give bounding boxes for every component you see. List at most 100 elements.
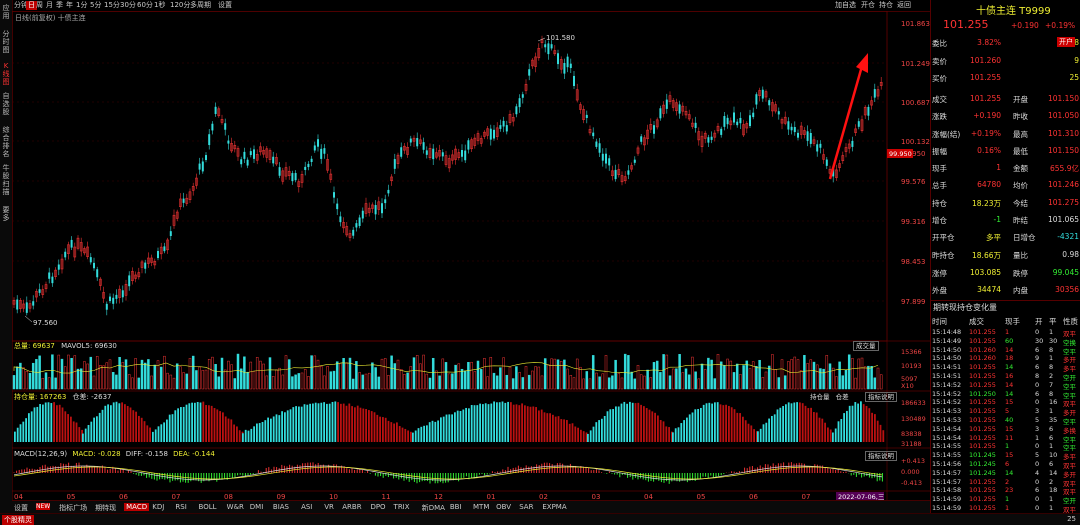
volume-bar bbox=[259, 360, 262, 390]
candle-up bbox=[483, 131, 486, 137]
period-tab-2[interactable]: 周 bbox=[36, 1, 43, 9]
oi-bar bbox=[194, 402, 196, 442]
volume-bar bbox=[265, 375, 269, 390]
toolbar-right-1[interactable]: 开仓 bbox=[861, 1, 875, 9]
candle-up bbox=[662, 104, 665, 114]
oi-bar bbox=[840, 419, 843, 442]
oi-explain-button[interactable]: 指标说明 bbox=[865, 391, 897, 402]
candle-up bbox=[12, 299, 16, 305]
candle-up bbox=[841, 155, 845, 161]
period-tab-0[interactable]: 分钟 bbox=[14, 1, 28, 9]
oi-bar bbox=[36, 406, 39, 442]
indicator-tab-14[interactable]: DPO bbox=[370, 503, 386, 511]
indicator-tab-19[interactable]: OBV bbox=[496, 503, 511, 511]
period-tab-9[interactable]: 30分 bbox=[120, 1, 136, 9]
period-tab-6[interactable]: 1分 bbox=[76, 1, 88, 9]
oi-bar bbox=[776, 409, 779, 442]
period-tab-13[interactable]: 多周期 bbox=[190, 1, 211, 9]
toolbar-right-3[interactable]: 返回 bbox=[897, 1, 911, 9]
oi-bar bbox=[479, 403, 481, 442]
period-tab-8[interactable]: 15分 bbox=[104, 1, 120, 9]
tick-cell: 15:14:52 bbox=[932, 389, 962, 398]
tick-cell: 101.255 bbox=[969, 416, 996, 424]
tab-kline[interactable]: K线图 bbox=[2, 62, 10, 86]
indicator-tab-2[interactable]: 指标广场 bbox=[59, 504, 88, 512]
tick-cell: 15:14:48 bbox=[932, 328, 962, 336]
indicator-tab-9[interactable]: DMI bbox=[249, 503, 264, 511]
indicator-tab-12[interactable]: VR bbox=[324, 503, 334, 511]
indicator-tab-8[interactable]: W&R bbox=[226, 503, 244, 511]
oi-bar bbox=[166, 419, 168, 442]
indicator-tab-6[interactable]: RSI bbox=[175, 503, 187, 511]
candle-up bbox=[812, 139, 816, 144]
indicator-tab-15[interactable]: TRIX bbox=[393, 503, 410, 511]
oi-bar bbox=[384, 417, 387, 442]
period-tab-5[interactable]: 年 bbox=[66, 1, 73, 9]
oi-bar bbox=[202, 401, 205, 442]
tab-ranking[interactable]: 综合排名 bbox=[2, 126, 10, 158]
candle-down bbox=[585, 114, 588, 118]
quote-cell: 委比 bbox=[932, 39, 947, 48]
indicator-tab-10[interactable]: BIAS bbox=[272, 503, 290, 511]
period-tab-10[interactable]: 60分 bbox=[137, 1, 153, 9]
indicator-tab-1[interactable]: NEW bbox=[36, 503, 51, 510]
volume-bar bbox=[553, 358, 557, 390]
indicator-tab-18[interactable]: MTM bbox=[473, 503, 490, 511]
candle-down bbox=[749, 115, 751, 127]
tab-timeshare[interactable]: 分时图 bbox=[2, 30, 10, 54]
oi-bar bbox=[719, 404, 722, 442]
tab-scanner[interactable]: 牛股扫描 bbox=[2, 164, 10, 196]
tick-cell: 双平 bbox=[1063, 506, 1076, 514]
indicator-tab-11[interactable]: ASI bbox=[301, 503, 313, 511]
indicator-tab-13[interactable]: ARBR bbox=[342, 503, 362, 511]
indicator-tab-17[interactable]: BBI bbox=[449, 503, 462, 511]
volume-bar bbox=[867, 365, 870, 390]
tab-apps[interactable]: 应用 bbox=[2, 4, 10, 20]
tab-more[interactable]: 要多 bbox=[2, 206, 10, 222]
volume-bar bbox=[111, 372, 115, 390]
indicator-tab-5[interactable]: KDJ bbox=[152, 503, 165, 511]
tab-watchlist[interactable]: 自选股 bbox=[2, 92, 10, 116]
indicator-tab-4[interactable]: MACD bbox=[124, 503, 150, 511]
candle-up bbox=[623, 176, 627, 182]
period-tab-3[interactable]: 月 bbox=[46, 1, 53, 9]
oi-bar bbox=[398, 426, 401, 442]
period-tab-12[interactable]: 120分 bbox=[170, 1, 191, 9]
volume-bar bbox=[755, 366, 758, 390]
tick-header-cell: 平 bbox=[1049, 317, 1057, 326]
period-tab-4[interactable]: 季 bbox=[56, 1, 63, 9]
period-tab-7[interactable]: 5分 bbox=[90, 1, 102, 9]
oi-bar bbox=[16, 427, 19, 442]
toolbar-right-2[interactable]: 持仓 bbox=[879, 1, 893, 9]
chart-area[interactable]: 101.863 101.249 100.687 100.132 99.950 99.576… bbox=[12, 11, 930, 500]
open-account-button[interactable]: 开户 bbox=[1057, 37, 1075, 47]
indicator-tab-7[interactable]: BOLL bbox=[198, 503, 217, 511]
oi-bar bbox=[312, 403, 314, 442]
stock-genie-button[interactable]: 个股精灵 bbox=[2, 515, 34, 525]
macd-explain-button[interactable]: 指标说明 bbox=[865, 450, 897, 461]
volume-bar bbox=[495, 375, 499, 390]
period-tab-11[interactable]: 1秒 bbox=[154, 1, 166, 9]
indicator-tab-21[interactable]: EXPMA bbox=[542, 503, 567, 511]
tick-cell: 101.255 bbox=[969, 407, 996, 416]
period-tab-1[interactable]: 日 bbox=[26, 1, 37, 10]
candle-down bbox=[416, 138, 419, 147]
indicator-tab-20[interactable]: SAR bbox=[519, 503, 534, 511]
candle-down bbox=[105, 303, 108, 310]
indicator-tab-16[interactable]: 新DMA bbox=[421, 504, 445, 512]
indicator-tab-3[interactable]: 期特现 bbox=[95, 504, 117, 512]
candle-down bbox=[547, 43, 550, 55]
volume-bar bbox=[211, 356, 214, 390]
candle-up bbox=[153, 260, 157, 266]
volume-button[interactable]: 成交量 bbox=[853, 340, 879, 351]
tick-cell: 6 bbox=[1035, 389, 1040, 398]
oi-bar bbox=[334, 401, 337, 442]
indicator-tab-0[interactable]: 设置 bbox=[14, 504, 28, 512]
tick-cell: 101.255 bbox=[969, 380, 996, 389]
period-tab-14[interactable]: 设置 bbox=[218, 1, 232, 9]
candle-up bbox=[76, 237, 80, 249]
tick-cell: 空开 bbox=[1063, 497, 1076, 506]
tick-cell: 30 bbox=[1035, 336, 1044, 345]
toolbar-right-0[interactable]: 加自选 bbox=[835, 1, 856, 9]
oi-bar bbox=[498, 402, 501, 442]
